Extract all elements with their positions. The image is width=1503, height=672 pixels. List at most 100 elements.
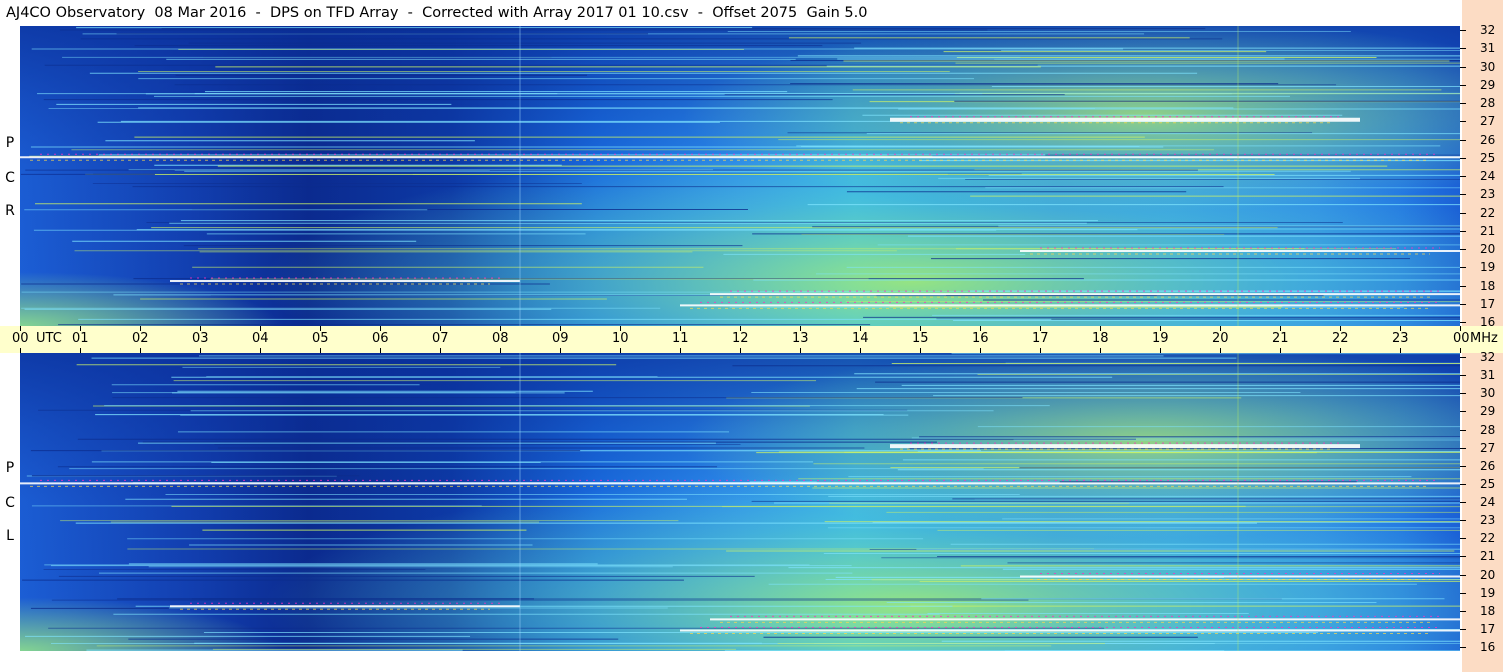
x-tick xyxy=(860,326,861,331)
x-tick-label: 06 xyxy=(372,331,389,346)
x-tick-label: 14 xyxy=(852,331,869,346)
y-tick-label: 25 xyxy=(1480,151,1496,165)
x-tick xyxy=(1460,348,1461,353)
y-tick-label: 21 xyxy=(1480,549,1496,563)
x-tick xyxy=(1340,348,1341,353)
y-tick xyxy=(1460,411,1466,412)
x-tick xyxy=(440,348,441,353)
y-tick xyxy=(1460,593,1466,594)
y-tick xyxy=(1460,556,1466,557)
y-tick xyxy=(1460,375,1466,376)
x-tick-label: 00 xyxy=(12,331,29,346)
x-tick-label: 20 xyxy=(1212,331,1229,346)
utc-time-axis: 00 01 02 03 04 05 06 07 08 09 10 11 12 13 14 15 16 17 18 19… xyxy=(0,326,1503,353)
y-tick xyxy=(1460,575,1466,576)
rcp-label-strip: P C R xyxy=(0,26,20,326)
x-tick xyxy=(1400,326,1401,331)
y-tick-label: 24 xyxy=(1480,169,1496,183)
x-tick-label: 08 xyxy=(492,331,509,346)
y-tick xyxy=(1460,611,1466,612)
y-tick-label: 29 xyxy=(1480,404,1496,418)
x-tick xyxy=(80,348,81,353)
x-tick xyxy=(1280,326,1281,331)
y-tick-label: 16 xyxy=(1480,640,1496,654)
rcp-spectrogram-svg xyxy=(20,26,1460,326)
y-tick-label: 17 xyxy=(1480,622,1496,636)
y-tick-label: 28 xyxy=(1480,423,1496,437)
y-tick xyxy=(1460,231,1466,232)
y-tick xyxy=(1460,286,1466,287)
x-tick xyxy=(140,326,141,331)
y-tick xyxy=(1460,448,1466,449)
y-tick xyxy=(1460,520,1466,521)
x-tick-label: 12 xyxy=(732,331,749,346)
polarization-letter: R xyxy=(5,203,15,219)
y-tick xyxy=(1460,67,1466,68)
y-tick-label: 19 xyxy=(1480,260,1496,274)
x-tick-label: 17 xyxy=(1032,331,1049,346)
x-tick-label: 03 xyxy=(192,331,209,346)
x-tick xyxy=(1220,326,1221,331)
y-tick xyxy=(1460,538,1466,539)
x-tick xyxy=(500,326,501,331)
y-tick-label: 18 xyxy=(1480,604,1496,618)
x-tick xyxy=(1400,348,1401,353)
y-tick-label: 27 xyxy=(1480,441,1496,455)
y-tick-label: 30 xyxy=(1480,386,1496,400)
x-tick-label: 00 xyxy=(1453,331,1470,346)
polarization-letter: C xyxy=(5,170,15,186)
x-tick xyxy=(1100,348,1101,353)
polarization-letter: L xyxy=(6,528,14,544)
lcp-spectrogram xyxy=(20,353,1460,651)
utc-label: UTC xyxy=(36,331,62,346)
x-tick xyxy=(1280,348,1281,353)
lcp-spectrogram-svg xyxy=(20,353,1460,651)
lcp-frequency-axis: 16 17 18 19 20 21 22 23 24 25 26 27 28 29 30 31 32 xyxy=(1460,350,1503,654)
y-tick xyxy=(1460,48,1466,49)
polarization-letter: C xyxy=(5,495,15,511)
x-tick xyxy=(1040,348,1041,353)
y-tick xyxy=(1460,322,1466,323)
y-tick-label: 19 xyxy=(1480,586,1496,600)
x-tick xyxy=(680,326,681,331)
x-tick-label: 04 xyxy=(252,331,269,346)
y-tick-label: 31 xyxy=(1480,368,1496,382)
y-tick xyxy=(1460,85,1466,86)
x-tick-label: 23 xyxy=(1392,331,1409,346)
rcp-frequency-axis: 16 17 18 19 20 21 22 23 24 25 26 27 28 29 30 31 32 xyxy=(1460,24,1503,328)
x-tick xyxy=(320,326,321,331)
y-tick-label: 20 xyxy=(1480,568,1496,582)
x-tick xyxy=(920,348,921,353)
polarization-letter: P xyxy=(5,135,15,151)
y-tick xyxy=(1460,267,1466,268)
x-tick xyxy=(1160,348,1161,353)
x-tick xyxy=(200,326,201,331)
y-tick xyxy=(1460,466,1466,467)
x-tick xyxy=(380,348,381,353)
x-tick-label: 15 xyxy=(912,331,929,346)
y-tick-label: 17 xyxy=(1480,297,1496,311)
y-tick-label: 32 xyxy=(1480,350,1496,364)
y-tick-label: 26 xyxy=(1480,459,1496,473)
y-tick-label: 29 xyxy=(1480,78,1496,92)
x-tick xyxy=(1100,326,1101,331)
x-tick-label: 19 xyxy=(1152,331,1169,346)
y-tick xyxy=(1460,103,1466,104)
x-tick xyxy=(140,348,141,353)
x-tick xyxy=(920,326,921,331)
x-tick xyxy=(1160,326,1161,331)
y-tick xyxy=(1460,357,1466,358)
y-tick xyxy=(1460,121,1466,122)
x-tick xyxy=(740,348,741,353)
x-tick-label: 13 xyxy=(792,331,809,346)
x-tick xyxy=(980,348,981,353)
x-tick xyxy=(20,348,21,353)
y-tick-label: 30 xyxy=(1480,60,1496,74)
x-tick-label: 18 xyxy=(1092,331,1109,346)
x-tick xyxy=(800,348,801,353)
x-tick xyxy=(500,348,501,353)
x-tick-label: 11 xyxy=(672,331,689,346)
x-tick xyxy=(560,348,561,353)
x-tick xyxy=(800,326,801,331)
x-tick xyxy=(440,326,441,331)
